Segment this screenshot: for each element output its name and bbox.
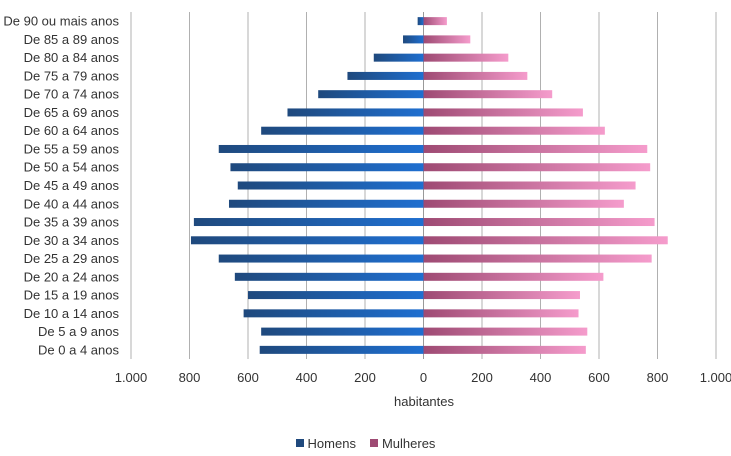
legend-swatch-mulheres xyxy=(369,439,378,447)
x-tick-label: 800 xyxy=(179,370,201,385)
x-tick-label: 200 xyxy=(471,370,493,385)
bar-mulheres xyxy=(423,144,648,153)
x-axis-title: habitantes xyxy=(394,394,454,409)
legend-swatch-homens xyxy=(295,439,304,447)
category-label: De 70 a 74 anos xyxy=(24,87,120,102)
bar-homens xyxy=(193,218,424,227)
legend: Homens Mulheres xyxy=(0,435,731,451)
bar-homens xyxy=(373,53,424,62)
category-label: De 45 a 49 anos xyxy=(24,178,120,193)
category-label: De 40 a 44 anos xyxy=(24,196,120,211)
category-label: De 85 a 89 anos xyxy=(24,32,120,47)
bar-layer xyxy=(190,17,668,354)
bar-mulheres xyxy=(423,35,471,44)
bar-mulheres xyxy=(423,291,580,300)
x-tick-label: 0 xyxy=(420,370,427,385)
bar-mulheres xyxy=(423,163,651,172)
category-label: De 80 a 84 anos xyxy=(24,50,120,65)
category-label: De 35 a 39 anos xyxy=(24,215,120,230)
category-label: De 55 a 59 anos xyxy=(24,141,120,156)
bar-mulheres xyxy=(423,71,528,80)
bar-homens xyxy=(190,236,424,245)
bar-mulheres xyxy=(423,236,668,245)
x-tick-label: 800 xyxy=(647,370,669,385)
bar-homens xyxy=(347,71,424,80)
bar-mulheres xyxy=(423,53,509,62)
bar-homens xyxy=(237,181,424,190)
category-label: De 15 a 19 anos xyxy=(24,288,120,303)
category-label: De 0 a 4 anos xyxy=(38,342,119,357)
bar-homens xyxy=(318,90,424,99)
bar-homens xyxy=(417,17,424,26)
category-label: De 90 ou mais anos xyxy=(3,14,119,29)
bar-mulheres xyxy=(423,218,655,227)
legend-item-homens: Homens xyxy=(295,435,356,451)
bar-homens xyxy=(243,309,424,318)
bar-mulheres xyxy=(423,108,583,117)
x-tick-label: 400 xyxy=(530,370,552,385)
legend-label-mulheres: Mulheres xyxy=(381,435,436,451)
bar-mulheres xyxy=(423,17,447,26)
x-tick-label: 1.000 xyxy=(700,370,731,385)
bar-homens xyxy=(228,199,424,208)
bar-mulheres xyxy=(423,199,624,208)
bar-mulheres xyxy=(423,126,605,135)
bar-homens xyxy=(261,327,424,336)
x-tick-label: 1.000 xyxy=(115,370,148,385)
x-tick-label: 400 xyxy=(296,370,318,385)
bar-mulheres xyxy=(423,254,652,263)
label-layer: 1.000 800 600 400 200 0 200 400 600 800 1.000 De 90… xyxy=(3,14,731,385)
legend-item-mulheres: Mulheres xyxy=(369,435,436,451)
bar-homens xyxy=(230,163,424,172)
bar-mulheres xyxy=(423,309,579,318)
category-label: De 25 a 29 anos xyxy=(24,251,120,266)
category-label: De 10 a 14 anos xyxy=(24,306,120,321)
bar-homens xyxy=(234,272,424,281)
category-label: De 75 a 79 anos xyxy=(24,68,120,83)
x-tick-label: 200 xyxy=(354,370,376,385)
category-label: De 20 a 24 anos xyxy=(24,269,120,284)
category-label: De 30 a 34 anos xyxy=(24,233,120,248)
category-label: De 60 a 64 anos xyxy=(24,123,120,138)
legend-label-homens: Homens xyxy=(307,435,356,451)
bar-homens xyxy=(287,108,424,117)
bar-homens xyxy=(403,35,424,44)
bar-mulheres xyxy=(423,327,588,336)
x-tick-label: 600 xyxy=(237,370,259,385)
bar-homens xyxy=(259,345,424,354)
bar-mulheres xyxy=(423,345,586,354)
bar-mulheres xyxy=(423,181,636,190)
category-label: De 65 a 69 anos xyxy=(24,105,120,120)
category-label: De 5 a 9 anos xyxy=(38,324,119,339)
bar-mulheres xyxy=(423,90,553,99)
bar-homens xyxy=(218,254,424,263)
bar-homens xyxy=(248,291,424,300)
x-tick-label: 600 xyxy=(588,370,610,385)
bar-mulheres xyxy=(423,272,604,281)
category-label: De 50 a 54 anos xyxy=(24,160,120,175)
bar-homens xyxy=(261,126,424,135)
bar-homens xyxy=(218,144,424,153)
